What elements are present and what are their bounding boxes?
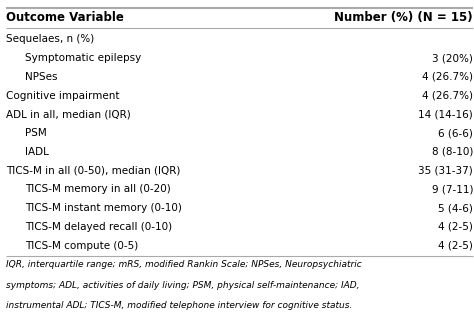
Text: 8 (8-10): 8 (8-10) xyxy=(432,147,473,157)
Text: 9 (7-11): 9 (7-11) xyxy=(431,184,473,194)
Text: TICS-M compute (0-5): TICS-M compute (0-5) xyxy=(25,241,138,251)
Text: PSM: PSM xyxy=(25,128,46,138)
Text: TICS-M instant memory (0-10): TICS-M instant memory (0-10) xyxy=(25,203,182,213)
Text: Outcome Variable: Outcome Variable xyxy=(6,11,124,24)
Text: ADL in all, median (IQR): ADL in all, median (IQR) xyxy=(6,109,130,119)
Text: Symptomatic epilepsy: Symptomatic epilepsy xyxy=(25,53,141,63)
Text: NPSes: NPSes xyxy=(25,72,57,82)
Text: 4 (26.7%): 4 (26.7%) xyxy=(422,72,473,82)
Text: 3 (20%): 3 (20%) xyxy=(432,53,473,63)
Text: Sequelaes, n (%): Sequelaes, n (%) xyxy=(6,34,94,44)
Text: IQR, interquartile range; mRS, modified Rankin Scale; NPSes, Neuropsychiatric: IQR, interquartile range; mRS, modified … xyxy=(6,260,362,269)
Text: instrumental ADL; TICS-M, modified telephone interview for cognitive status.: instrumental ADL; TICS-M, modified telep… xyxy=(6,301,352,310)
Text: 5 (4-6): 5 (4-6) xyxy=(438,203,473,213)
Text: TICS-M in all (0-50), median (IQR): TICS-M in all (0-50), median (IQR) xyxy=(6,166,180,176)
Text: Number (%) (N = 15): Number (%) (N = 15) xyxy=(335,11,473,24)
Text: TICS-M delayed recall (0-10): TICS-M delayed recall (0-10) xyxy=(25,222,172,232)
Text: 14 (14-16): 14 (14-16) xyxy=(418,109,473,119)
Text: 4 (2-5): 4 (2-5) xyxy=(438,241,473,251)
Text: 4 (2-5): 4 (2-5) xyxy=(438,222,473,232)
Text: 35 (31-37): 35 (31-37) xyxy=(418,166,473,176)
Text: 6 (6-6): 6 (6-6) xyxy=(438,128,473,138)
Text: 4 (26.7%): 4 (26.7%) xyxy=(422,91,473,101)
Text: symptoms; ADL, activities of daily living; PSM, physical self-maintenance; IAD,: symptoms; ADL, activities of daily livin… xyxy=(6,280,359,290)
Text: IADL: IADL xyxy=(25,147,48,157)
Text: TICS-M memory in all (0-20): TICS-M memory in all (0-20) xyxy=(25,184,170,194)
Text: Cognitive impairment: Cognitive impairment xyxy=(6,91,119,101)
